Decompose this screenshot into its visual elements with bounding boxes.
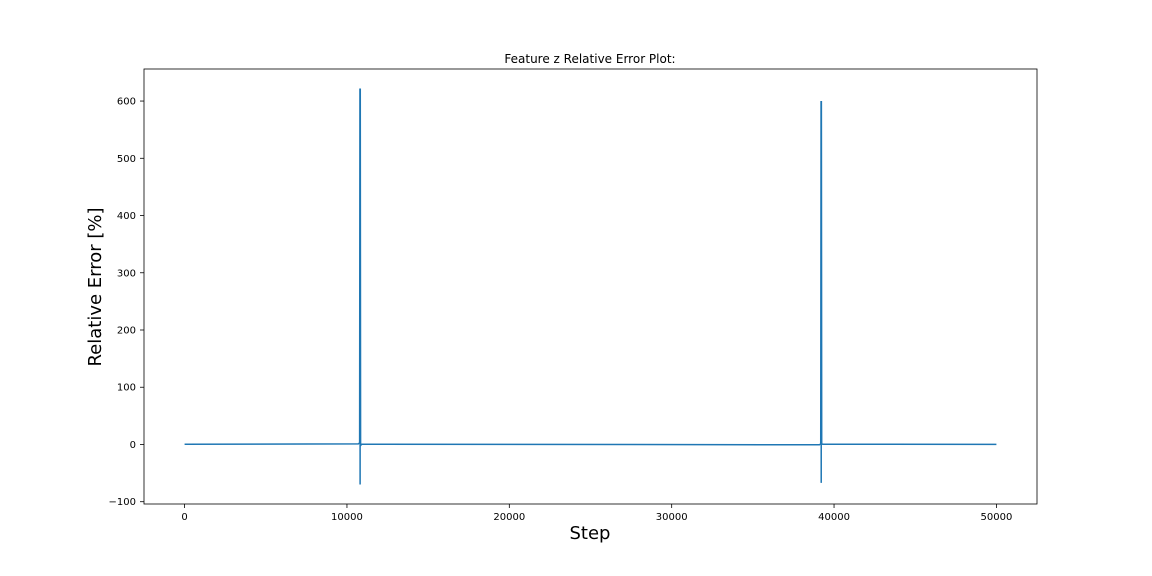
y-tick-label: 500: [117, 154, 136, 165]
y-tick-label: 0: [130, 440, 136, 451]
chart-title: Feature z Relative Error Plot:: [504, 52, 675, 66]
x-tick-label: 30000: [656, 512, 688, 523]
series-line-0: [184, 88, 997, 485]
y-axis: −100 0 100 200 300 400 500 600: [109, 97, 144, 508]
y-tick-label: 100: [117, 383, 136, 394]
x-tick-label: 50000: [981, 512, 1013, 523]
x-tick-label: 20000: [493, 512, 525, 523]
y-tick-label: 600: [117, 97, 136, 108]
y-tick-label: 400: [117, 211, 136, 222]
x-tick-label: 0: [181, 512, 187, 523]
series-layer: [184, 88, 997, 485]
y-tick-label: 300: [117, 268, 136, 279]
x-axis: 0 10000 20000 30000 40000 50000: [181, 504, 1012, 523]
plot-area-frame: [143, 68, 1038, 505]
x-axis-label: Step: [570, 523, 611, 544]
y-tick-label: −100: [109, 497, 136, 508]
x-tick-label: 10000: [331, 512, 363, 523]
x-tick-label: 40000: [818, 512, 850, 523]
y-axis-label: Relative Error [%]: [85, 207, 106, 366]
y-tick-label: 200: [117, 326, 136, 337]
